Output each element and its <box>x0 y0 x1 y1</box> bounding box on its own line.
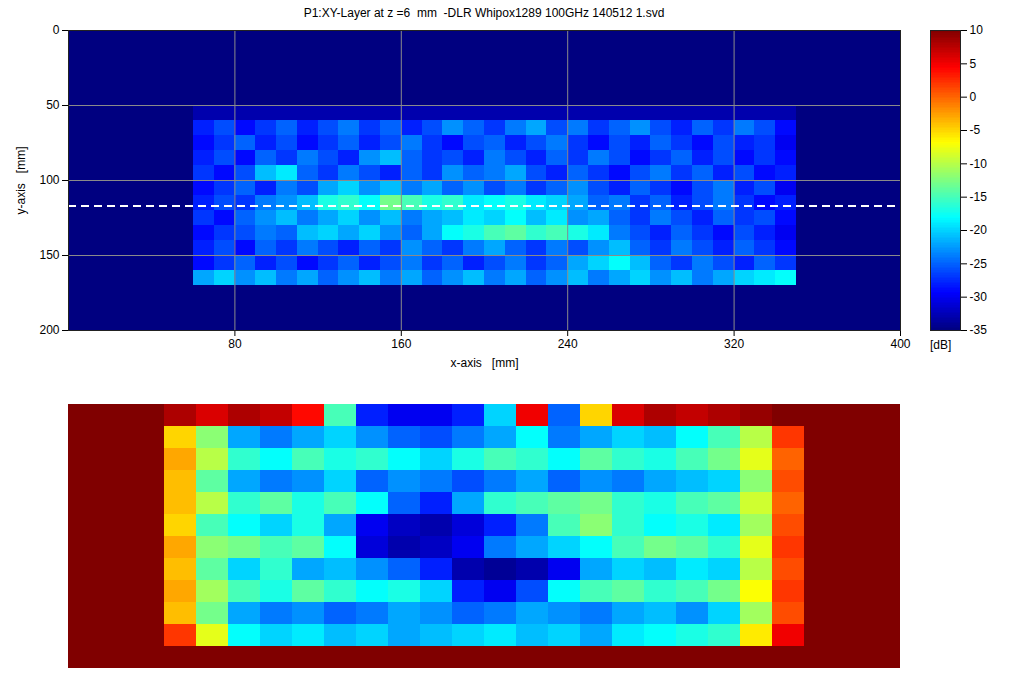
svg-text:-5: -5 <box>970 123 981 137</box>
svg-text:160: 160 <box>391 337 411 351</box>
svg-text:400: 400 <box>890 337 910 351</box>
html-text:P1:XY-Layer at z =6 mm -DLR Wh: P1:XY-Layer at z =6 mm -DLR Whipox1289 1… <box>303 6 665 20</box>
svg-text:200: 200 <box>39 323 59 337</box>
svg-text:50: 50 <box>46 98 60 112</box>
svg-text:10: 10 <box>970 23 984 37</box>
svg-text:320: 320 <box>724 337 744 351</box>
svg-text:y-axis [mm]: y-axis [mm] <box>14 147 28 215</box>
svg-text:80: 80 <box>228 337 242 351</box>
svg-text:-10: -10 <box>970 157 988 171</box>
svg-text:0: 0 <box>970 90 977 104</box>
html-text:[dB]: [dB] <box>930 338 952 352</box>
svg-text:100: 100 <box>39 173 59 187</box>
svg-text:-15: -15 <box>970 190 988 204</box>
svg-text:-30: -30 <box>970 290 988 304</box>
svg-text:150: 150 <box>39 248 59 262</box>
svg-text:5: 5 <box>970 57 977 71</box>
svg-text:-25: -25 <box>970 257 988 271</box>
svg-text:240: 240 <box>558 337 578 351</box>
svg-text:0: 0 <box>53 23 60 37</box>
svg-text:x-axis [mm]: x-axis [mm] <box>451 356 519 370</box>
svg-text:-20: -20 <box>970 223 988 237</box>
svg-text:-35: -35 <box>970 323 988 337</box>
